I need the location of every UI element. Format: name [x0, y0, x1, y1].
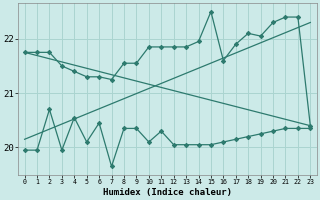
X-axis label: Humidex (Indice chaleur): Humidex (Indice chaleur): [103, 188, 232, 197]
